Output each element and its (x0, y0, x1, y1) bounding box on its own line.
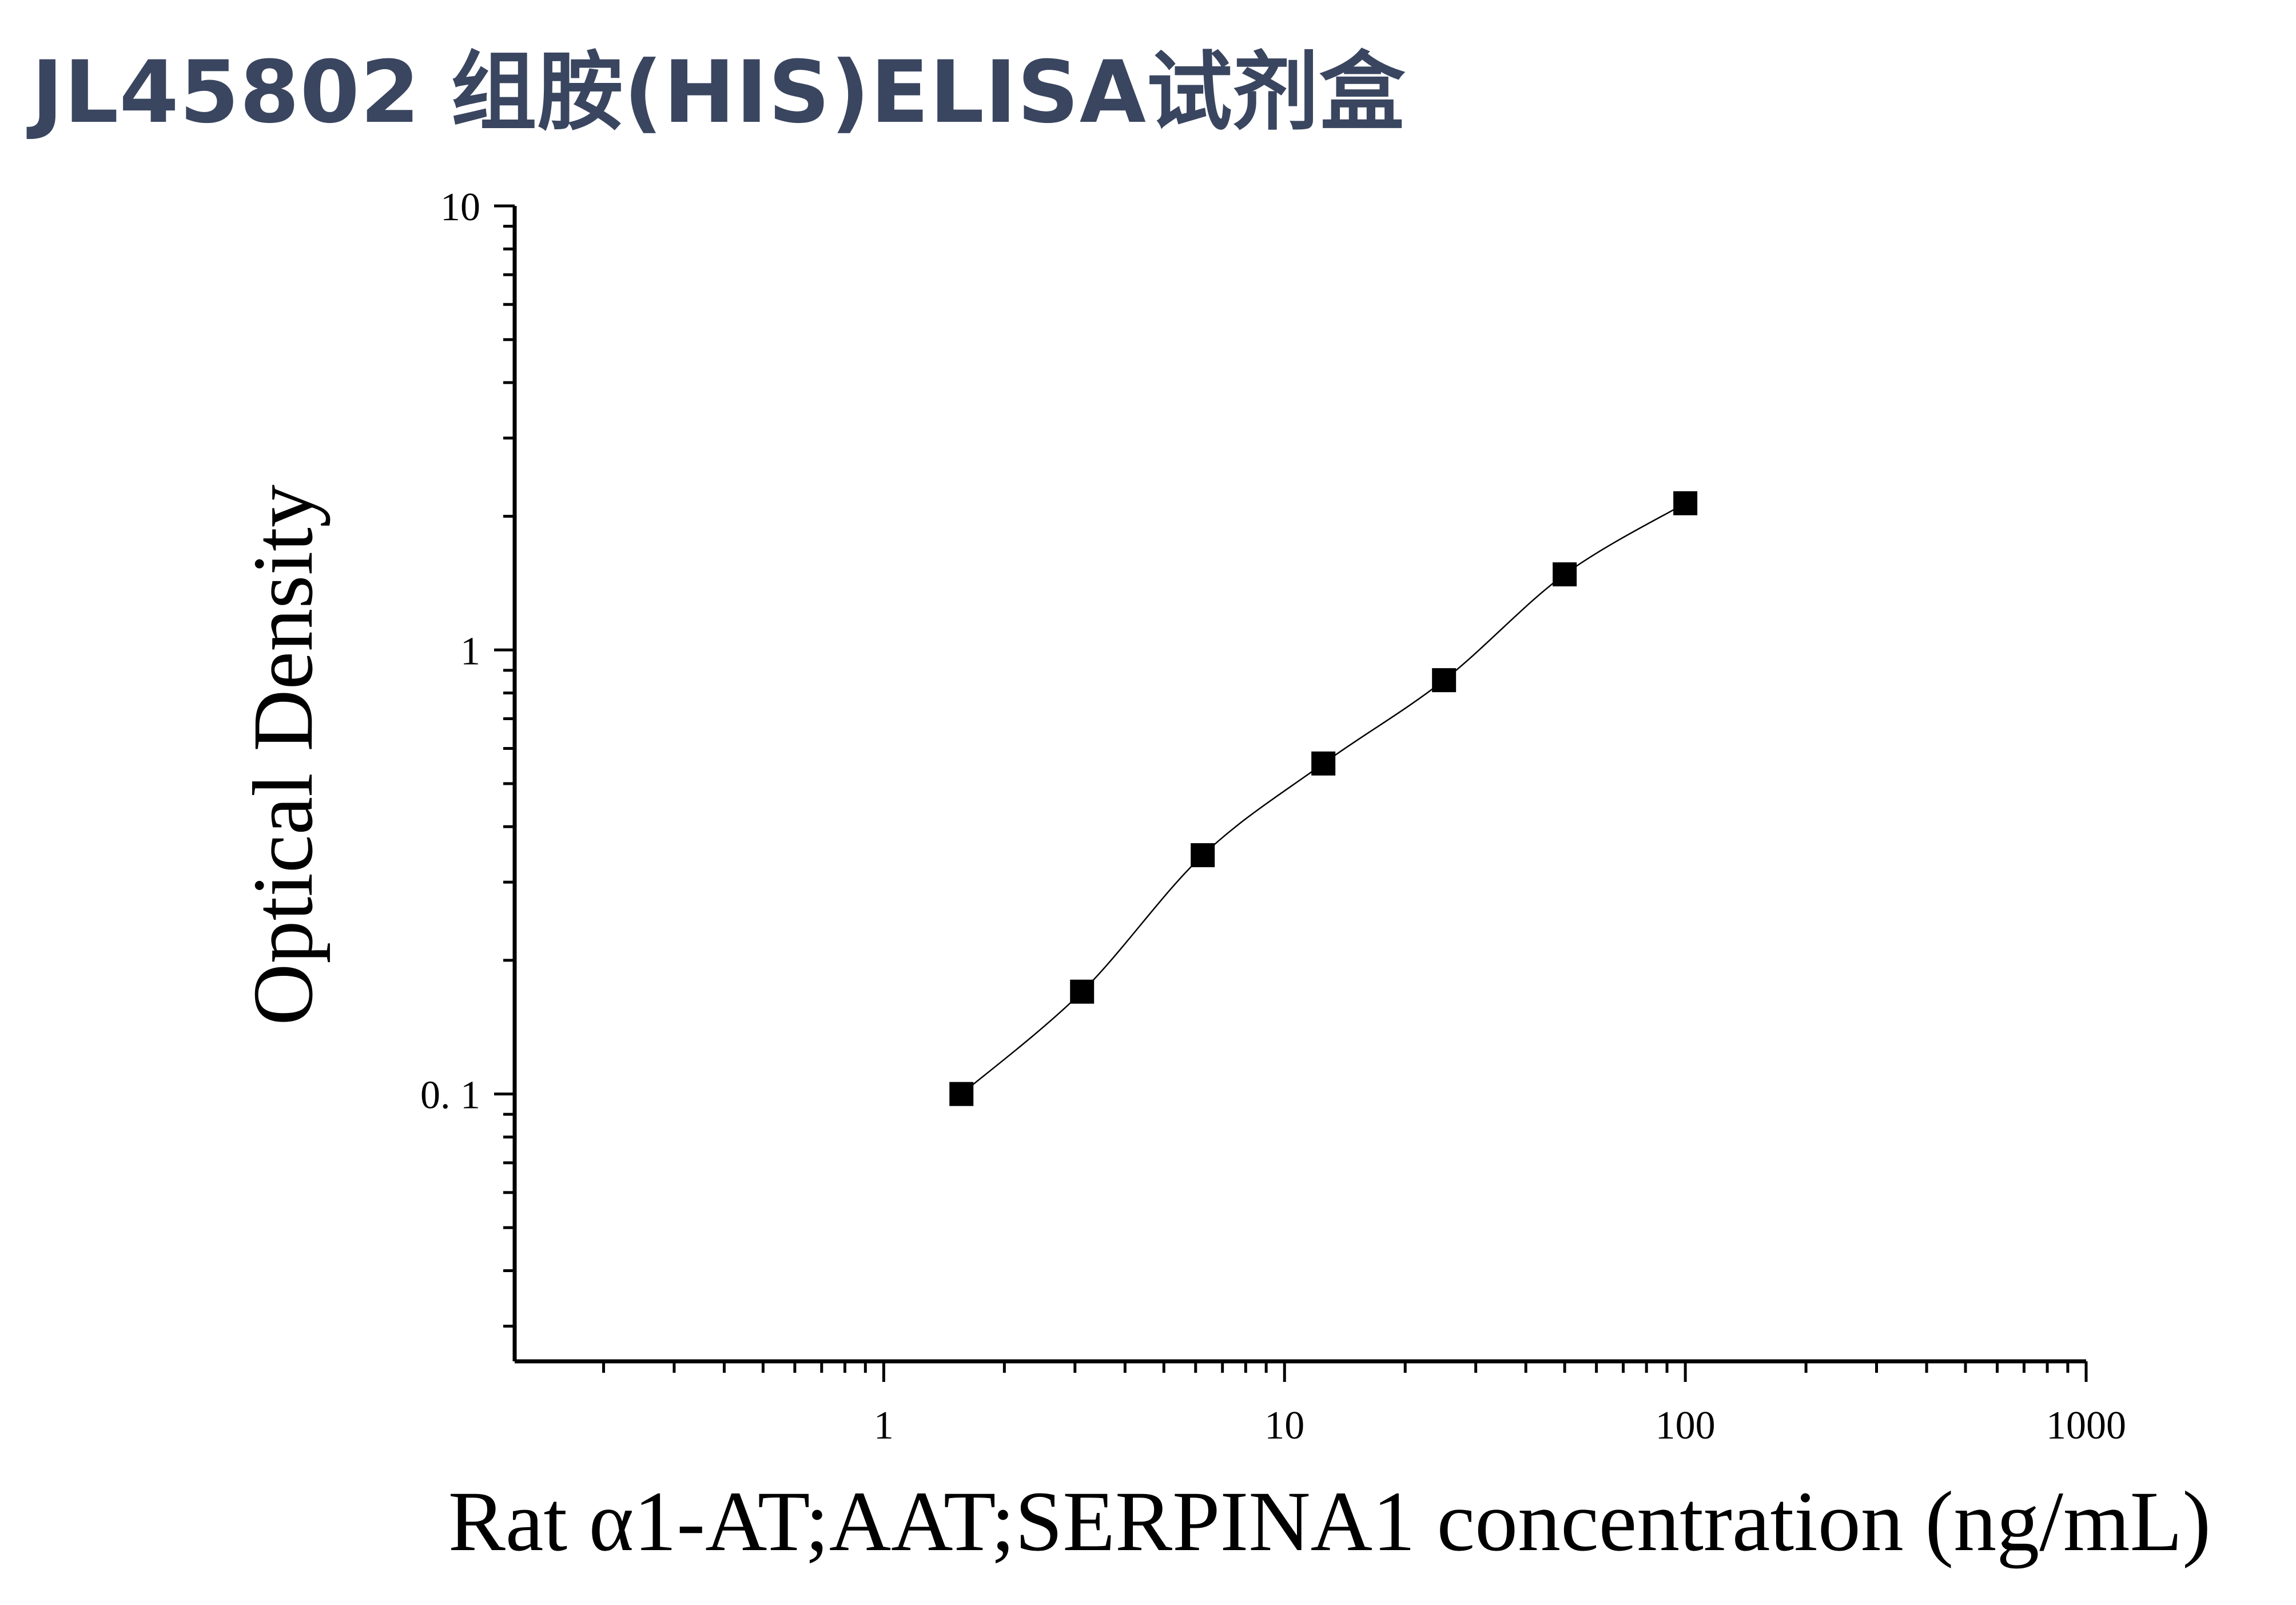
data-point (1191, 843, 1215, 868)
x-tick-label: 1000 (2046, 1404, 2126, 1448)
data-point (1070, 979, 1095, 1004)
data-point (949, 1082, 974, 1106)
data-point (1432, 668, 1457, 693)
data-point (1673, 491, 1698, 515)
data-point (1311, 751, 1336, 776)
x-tick-label: 10 (1264, 1404, 1304, 1448)
x-tick-label: 1 (874, 1404, 894, 1448)
fit-curve (961, 502, 1686, 1095)
data-point (1553, 562, 1577, 587)
page-title: JL45802 组胺(HIS)ELISA试剂盒 (31, 43, 1406, 142)
y-axis-title: Optical Density (236, 484, 331, 1026)
y-tick-label: 10 (440, 185, 480, 229)
x-tick-label: 100 (1656, 1404, 1716, 1448)
x-axis-title: Rat α1-AT;AAT;SERPINA1 concentration (ng… (448, 1474, 2211, 1569)
y-tick-label: 0. 1 (420, 1074, 480, 1118)
y-tick-label: 1 (460, 629, 480, 673)
